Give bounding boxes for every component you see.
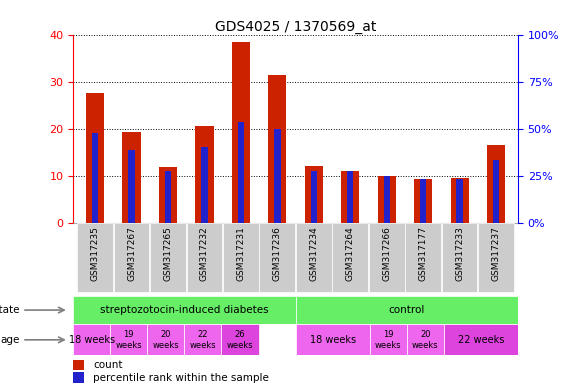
Bar [122,132,141,223]
Bar [86,93,104,223]
FancyBboxPatch shape [77,223,113,292]
Text: GSM317233: GSM317233 [455,226,464,281]
Text: GSM317231: GSM317231 [236,226,245,281]
FancyBboxPatch shape [369,223,405,292]
FancyBboxPatch shape [296,223,332,292]
Bar [195,126,213,223]
Text: 26
weeks: 26 weeks [227,330,253,349]
Bar [73,360,84,370]
Bar [305,166,323,223]
Bar [73,372,84,382]
Bar [148,324,185,355]
Text: GSM317264: GSM317264 [346,226,355,281]
Bar [383,176,390,223]
Text: 22
weeks: 22 weeks [190,330,216,349]
Text: GSM317177: GSM317177 [419,226,428,281]
Bar [414,179,432,223]
Text: GSM317236: GSM317236 [273,226,282,281]
Bar [347,171,354,223]
Bar [487,145,505,223]
Bar [268,74,287,223]
Text: GSM317232: GSM317232 [200,226,209,281]
Bar [165,171,171,223]
Text: GSM317267: GSM317267 [127,226,136,281]
Bar [221,324,258,355]
Bar [296,296,518,324]
Text: 20
weeks: 20 weeks [153,330,179,349]
Bar [493,160,499,223]
Bar [457,179,463,223]
FancyBboxPatch shape [442,223,477,292]
FancyBboxPatch shape [223,223,259,292]
Text: count: count [93,360,123,370]
FancyBboxPatch shape [150,223,186,292]
Bar [370,324,406,355]
Text: control: control [388,305,425,315]
FancyBboxPatch shape [405,223,441,292]
Text: 18 weeks: 18 weeks [310,335,356,345]
Bar [311,171,317,223]
Bar [378,176,396,223]
FancyBboxPatch shape [114,223,149,292]
FancyBboxPatch shape [260,223,295,292]
Bar [201,147,208,223]
Text: 19
weeks: 19 weeks [115,330,142,349]
Text: GSM317234: GSM317234 [309,226,318,281]
FancyBboxPatch shape [186,223,222,292]
Text: age: age [1,335,20,345]
Bar [232,41,250,223]
FancyBboxPatch shape [478,223,514,292]
Bar [296,324,370,355]
Bar [185,324,221,355]
Bar [73,324,110,355]
Text: 22 weeks: 22 weeks [458,335,504,345]
Text: disease state: disease state [0,305,20,315]
Bar [420,179,426,223]
Bar [110,324,148,355]
Text: GSM317237: GSM317237 [491,226,501,281]
Text: GSM317266: GSM317266 [382,226,391,281]
Text: 20
weeks: 20 weeks [412,330,439,349]
Title: GDS4025 / 1370569_at: GDS4025 / 1370569_at [215,20,376,33]
Text: GSM317265: GSM317265 [163,226,172,281]
Bar [73,296,296,324]
Bar [159,167,177,223]
Text: percentile rank within the sample: percentile rank within the sample [93,372,269,382]
Bar [406,324,444,355]
Bar [238,122,244,223]
Bar [92,133,99,223]
Bar [450,178,469,223]
FancyBboxPatch shape [332,223,368,292]
Bar [274,129,280,223]
Text: streptozotocin-induced diabetes: streptozotocin-induced diabetes [100,305,269,315]
Text: GSM317235: GSM317235 [91,226,100,281]
Bar [341,171,359,223]
Text: 19
weeks: 19 weeks [375,330,401,349]
Bar [444,324,518,355]
Text: 18 weeks: 18 weeks [69,335,115,345]
Bar [128,150,135,223]
